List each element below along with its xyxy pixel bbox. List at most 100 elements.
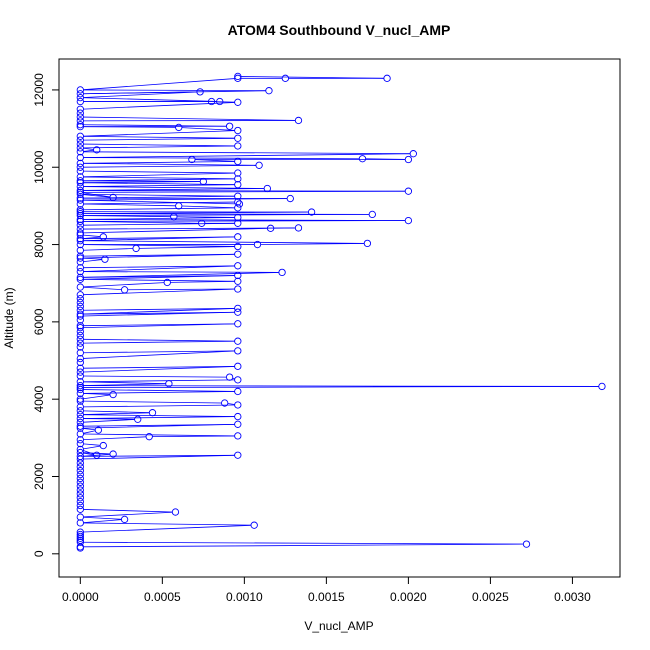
- data-point: [76, 283, 84, 291]
- data-point: [132, 244, 140, 253]
- data-point: [234, 72, 242, 81]
- data-point: [221, 399, 229, 407]
- data-point: [76, 105, 84, 113]
- series-segment: [83, 414, 235, 417]
- series-segment: [83, 194, 110, 198]
- series-segment: [83, 199, 237, 205]
- series-segment: [83, 522, 252, 526]
- data-point: [76, 448, 84, 457]
- data-point: [76, 424, 84, 432]
- x-tick-label: 0.0010: [226, 590, 263, 604]
- series-segment: [83, 259, 102, 262]
- data-point: [76, 302, 84, 311]
- data-point: [522, 540, 531, 548]
- data-point: [76, 335, 84, 343]
- data-point: [76, 528, 84, 536]
- data-point: [76, 378, 84, 386]
- data-point: [234, 277, 242, 285]
- data-point: [76, 182, 84, 191]
- data-point: [76, 254, 84, 262]
- data-point: [76, 235, 84, 243]
- series-segment: [83, 511, 173, 518]
- series-segment: [83, 436, 147, 441]
- series-segment: [83, 124, 227, 127]
- data-point: [76, 532, 84, 541]
- data-point: [76, 324, 84, 332]
- data-point: [76, 295, 84, 303]
- series-segment: [181, 205, 235, 209]
- series-segment: [83, 454, 235, 457]
- data-point: [404, 155, 413, 164]
- data-point: [76, 494, 84, 502]
- data-point: [93, 451, 101, 459]
- series-segment: [83, 102, 235, 110]
- series-segment: [83, 90, 266, 95]
- series-segment: [83, 149, 94, 152]
- series-segment: [83, 190, 406, 192]
- series-segment: [83, 184, 235, 187]
- series-segment: [83, 227, 268, 234]
- series-segment: [83, 282, 165, 288]
- data-point: [76, 349, 84, 357]
- data-point: [76, 291, 84, 299]
- series-segment: [83, 543, 524, 548]
- data-point: [234, 192, 242, 200]
- data-point: [76, 215, 84, 224]
- data-point: [234, 432, 242, 440]
- data-point: [76, 140, 84, 148]
- series-segment: [83, 193, 235, 197]
- series-segment: [83, 323, 235, 327]
- data-point: [409, 150, 417, 158]
- data-point: [216, 97, 224, 106]
- data-point: [76, 196, 84, 204]
- data-point: [165, 380, 173, 388]
- series-segment: [83, 186, 265, 189]
- series-segment: [83, 450, 94, 455]
- series-segment: [83, 509, 173, 513]
- series-segment: [83, 338, 235, 342]
- data-point: [76, 117, 84, 125]
- series-segment: [83, 163, 256, 166]
- data-point: [76, 486, 84, 494]
- series-segment: [83, 454, 235, 460]
- data-point: [188, 155, 196, 164]
- data-point: [76, 343, 84, 351]
- series-segment: [83, 253, 235, 257]
- data-point: [76, 97, 84, 106]
- data-point: [234, 451, 242, 459]
- data-point: [76, 452, 84, 461]
- series-segment: [83, 91, 197, 98]
- data-point: [76, 225, 84, 233]
- data-point: [281, 74, 290, 82]
- series-segment: [83, 153, 411, 158]
- data-point: [76, 275, 84, 283]
- series-segment: [139, 246, 235, 249]
- data-point: [76, 430, 84, 438]
- series-segment: [83, 519, 122, 524]
- series-segment: [83, 308, 235, 315]
- data-point: [363, 239, 372, 248]
- chart-title: ATOM4 Southbound V_nucl_AMP: [228, 22, 451, 38]
- data-point: [94, 426, 103, 434]
- series-segment: [83, 404, 235, 408]
- series-segment: [83, 385, 599, 387]
- data-point: [134, 415, 142, 423]
- x-axis-label: V_nucl_AMP: [304, 619, 373, 633]
- data-point: [76, 395, 84, 403]
- x-tick-label: 0.0020: [390, 590, 427, 604]
- x-tick-label: 0.0005: [144, 590, 181, 604]
- y-tick-label: 8000: [32, 231, 46, 258]
- data-point: [76, 177, 84, 185]
- series-segment: [83, 272, 279, 278]
- series-segment: [83, 271, 279, 273]
- series-segment: [83, 170, 235, 174]
- series-segment: [83, 116, 296, 121]
- series-segment: [83, 307, 235, 311]
- data-point: [148, 409, 157, 417]
- data-point: [383, 74, 391, 82]
- series-segment: [214, 101, 235, 103]
- data-point: [265, 87, 273, 95]
- series-segment: [83, 423, 235, 427]
- series-segment: [83, 416, 235, 419]
- data-point: [76, 389, 84, 398]
